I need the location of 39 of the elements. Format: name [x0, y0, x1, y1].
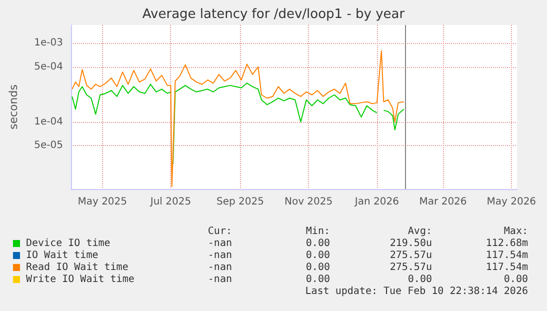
text: Cur: — [208, 226, 232, 237]
y-tick-label: 1e-04 — [34, 116, 63, 128]
text: 275.57u — [390, 262, 432, 273]
text: Max: — [504, 226, 528, 237]
y-axis-title: seconds — [7, 84, 20, 130]
text: 112.68m — [486, 238, 528, 249]
y-tick-label: 5e-04 — [34, 61, 63, 72]
text: 275.57u — [390, 250, 432, 261]
legend-label: Write IO Wait time — [26, 274, 134, 285]
y-tick-label: 5e-05 — [34, 140, 63, 151]
text: 117.54m — [486, 250, 528, 261]
legend-label: Device IO time — [26, 238, 110, 249]
x-tick-label: Mar 2026 — [419, 196, 467, 208]
y-tick-label: 1e-03 — [34, 38, 63, 49]
text: -nan — [208, 262, 232, 273]
x-tick-label: Sep 2025 — [216, 196, 264, 208]
legend-label: IO Wait time — [26, 250, 98, 261]
text: 219.50u — [390, 238, 432, 249]
x-tick-label: May 2026 — [486, 196, 536, 208]
text: -nan — [208, 238, 232, 249]
text: Last update: Tue Feb 10 22:38:14 2026 — [305, 286, 528, 297]
text: 0.00 — [504, 274, 528, 285]
x-tick-label: Nov 2025 — [284, 196, 333, 208]
text: 117.54m — [486, 262, 528, 273]
line-series — [72, 50, 404, 188]
legend-label: Read IO Wait time — [26, 262, 128, 273]
text: 0.00 — [306, 274, 330, 285]
x-tick-label: May 2025 — [78, 196, 128, 208]
text: 0.00 — [306, 238, 330, 249]
text: Avg: — [408, 226, 432, 237]
text: -nan — [208, 250, 232, 261]
text: 0.00 — [306, 262, 330, 273]
text: -nan — [208, 274, 232, 285]
text: Min: — [306, 226, 330, 237]
x-tick-label: Jan 2026 — [354, 196, 399, 208]
text: 0.00 — [408, 274, 432, 285]
x-tick-label: Jul 2025 — [149, 196, 192, 208]
chart-title: Average latency for /dev/loop1 - by year — [142, 7, 406, 22]
text: 0.00 — [306, 250, 330, 261]
